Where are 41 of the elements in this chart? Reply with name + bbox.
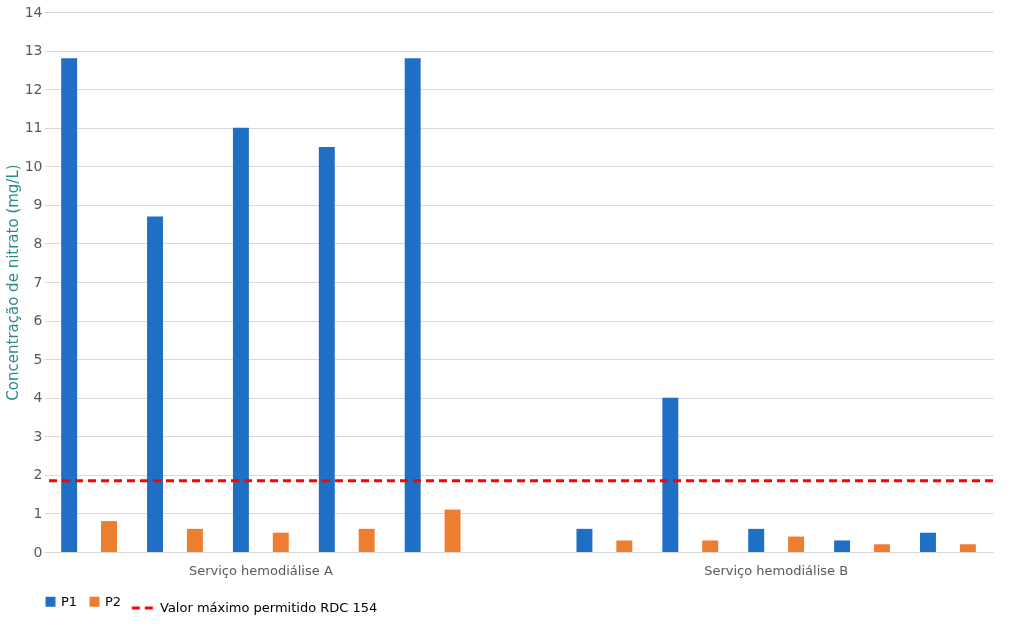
bar [318,147,335,552]
bar [788,536,805,552]
bar [147,216,164,552]
y-tick-label: 11 [24,119,43,136]
bar [873,544,890,552]
bar [232,127,249,552]
bar [101,521,117,552]
y-tick-label: 13 [24,42,43,59]
y-tick-label: 2 [33,466,43,483]
bar [920,532,936,552]
y-tick-label: 4 [33,389,43,406]
y-tick-label: 1 [33,504,43,521]
y-tick-label: 14 [24,3,43,20]
bar [748,528,765,552]
y-tick-label: 8 [33,234,43,251]
bar [959,544,976,552]
bar [404,58,421,552]
bar [702,540,719,552]
y-tick-label: 7 [33,273,43,290]
y-tick-label: 12 [24,80,43,97]
y-tick-label: 9 [33,196,43,213]
bar [61,58,78,552]
bar [444,509,461,552]
bar [186,528,203,552]
y-tick-label: 6 [33,312,43,329]
bar [576,528,593,552]
bar [834,540,851,552]
legend-label: P2 [105,593,122,609]
y-tick-label: 5 [33,350,43,367]
bar [616,540,633,552]
bar [358,528,375,552]
y-tick-label: 10 [24,157,43,174]
bar [662,397,679,552]
x-tick-label: Serviço hemodiálise A [188,562,333,578]
x-tick-label: Serviço hemodiálise B [704,562,849,578]
y-tick-label: 0 [33,543,43,560]
y-axis-title: Concentração de nitrato (mg/L) [3,164,22,401]
legend-label: Valor máximo permitido RDC 154 [160,600,378,615]
legend-label: P1 [61,593,78,609]
bar [272,532,289,552]
y-tick-label: 3 [33,427,43,444]
